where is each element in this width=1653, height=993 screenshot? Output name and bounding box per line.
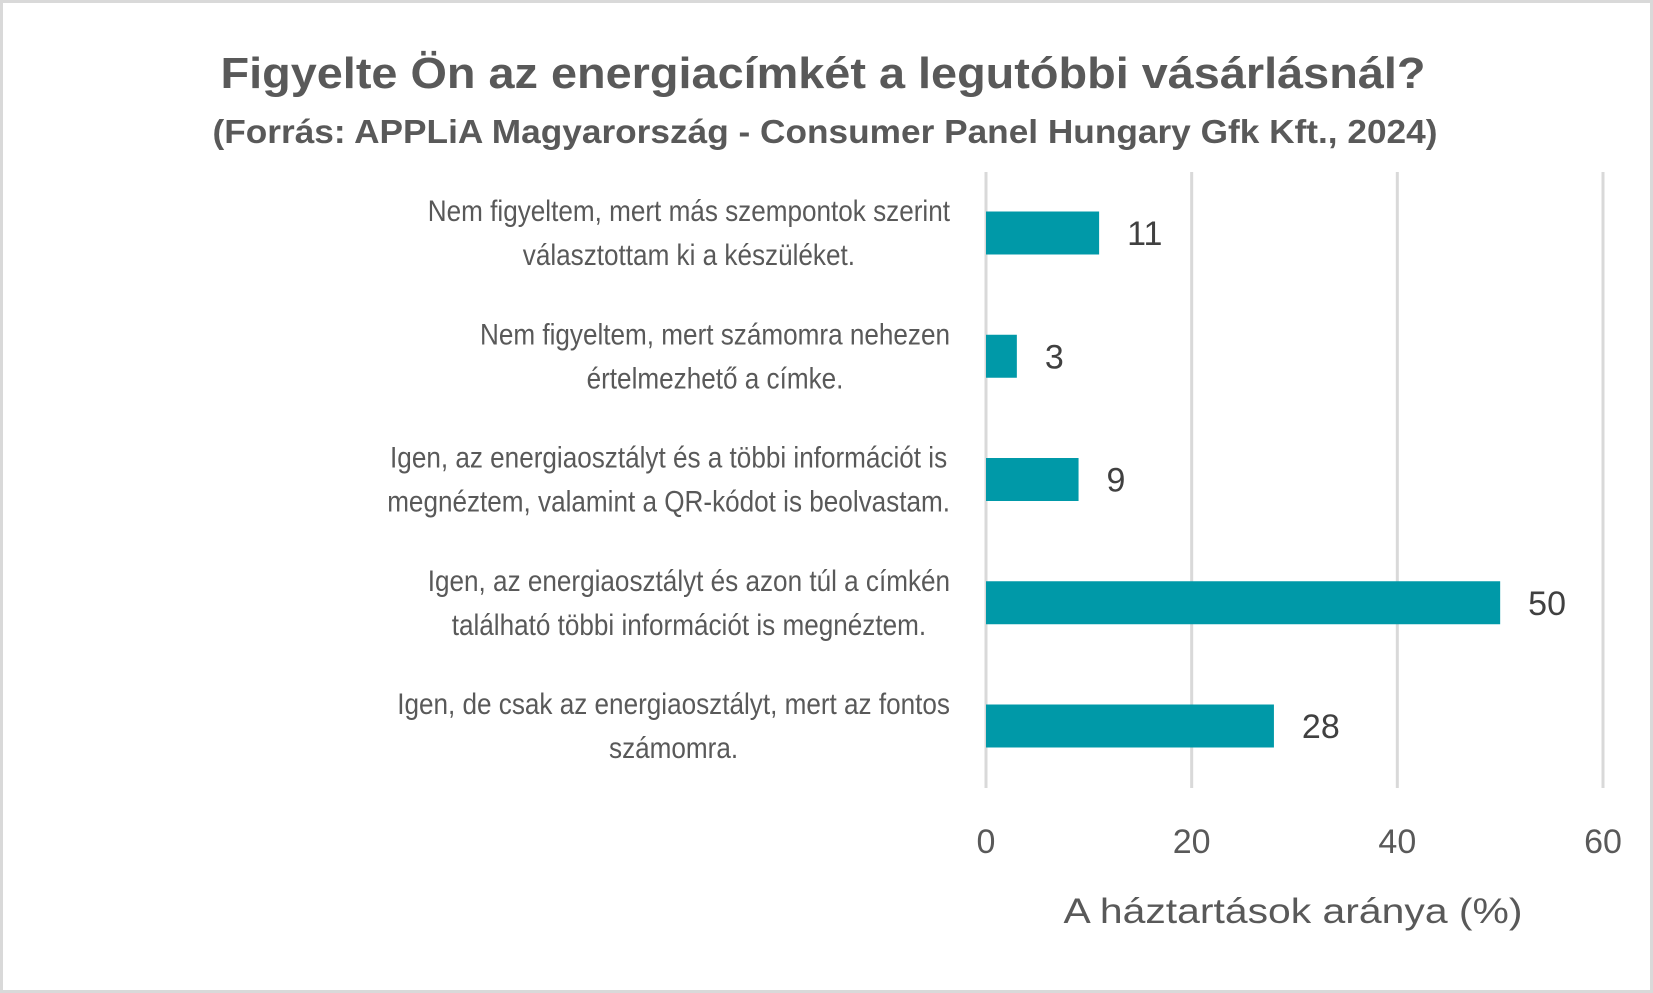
chart-title: Figyelte Ön az energiacímkét a legutóbbi…	[221, 49, 1426, 98]
category-label-line: Igen, az energiaosztályt és azon túl a c…	[428, 565, 950, 598]
x-tick-label: 40	[1378, 823, 1416, 861]
category-label: Igen, az energiaosztályt és a többi info…	[387, 442, 950, 519]
data-label: 3	[1045, 338, 1064, 376]
category-label-line: Nem figyeltem, mert számomra nehezen	[480, 318, 950, 351]
category-labels: Nem figyeltem, mert más szempontok szeri…	[387, 195, 950, 765]
x-tick-label: 20	[1173, 823, 1211, 861]
data-label: 11	[1127, 215, 1162, 253]
category-label-line: választottam ki a készüléket.	[523, 239, 855, 272]
category-label-line: Igen, de csak az energiaosztályt, mert a…	[397, 688, 950, 721]
x-tick-label: 0	[977, 823, 996, 861]
category-label-line: található többi információt is megnéztem…	[452, 609, 926, 642]
bar	[986, 458, 1079, 501]
category-label-line: számomra.	[609, 732, 738, 765]
x-tick-labels: 0 20 40 60	[977, 823, 1622, 861]
bars	[986, 211, 1501, 748]
bar	[986, 334, 1017, 378]
category-label: Nem figyeltem, mert más szempontok szeri…	[428, 195, 951, 272]
bar	[986, 704, 1274, 748]
category-label: Nem figyeltem, mert számomra nehezen érte…	[480, 318, 950, 395]
x-axis-title: A háztartások aránya (%)	[1064, 892, 1523, 931]
data-label: 28	[1302, 708, 1340, 746]
category-label: Igen, de csak az energiaosztályt, mert a…	[397, 688, 950, 765]
bar	[986, 211, 1100, 255]
category-label-line: Igen, az energiaosztályt és a többi info…	[390, 442, 947, 475]
bar	[986, 581, 1501, 625]
chart-subtitle: (Forrás: APPLiA Magyarország - Consumer …	[213, 113, 1438, 150]
category-label-line: Nem figyeltem, mert más szempontok szeri…	[428, 195, 951, 228]
data-label: 50	[1528, 585, 1566, 623]
data-labels: 11 3 9 50 28	[1045, 215, 1566, 746]
category-label: Igen, az energiaosztályt és azon túl a c…	[428, 565, 950, 642]
data-label: 9	[1107, 462, 1126, 500]
category-label-line: megnéztem, valamint a QR-kódot is beolva…	[387, 486, 950, 519]
x-tick-label: 60	[1584, 823, 1622, 861]
category-label-line: értelmezhető a címke.	[587, 362, 844, 395]
